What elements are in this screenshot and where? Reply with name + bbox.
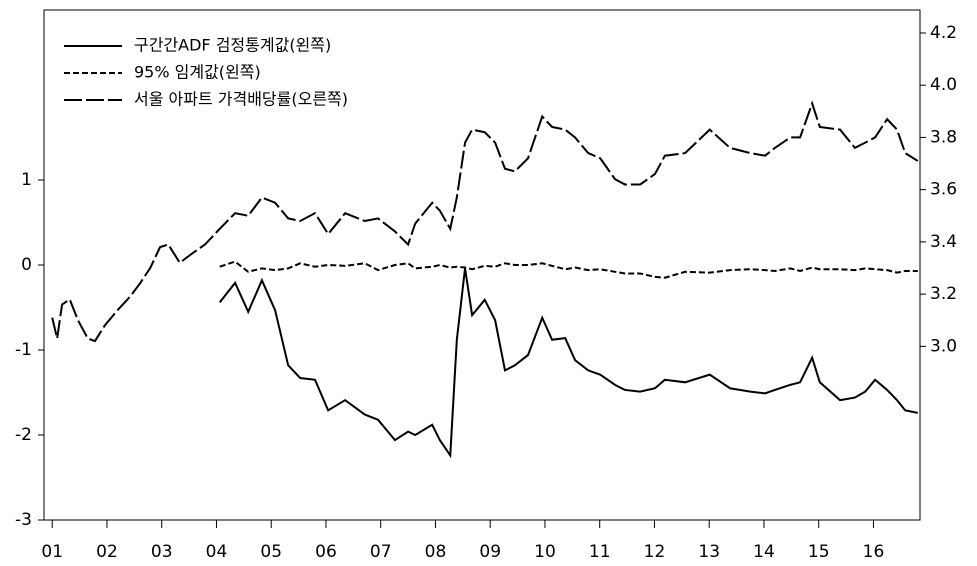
- series-line: [219, 260, 918, 279]
- x-tick-label: 05: [260, 542, 282, 562]
- legend-label: 95% 임계값(왼쪽): [134, 63, 261, 82]
- x-tick-label: 01: [41, 542, 63, 562]
- y2-tick-label: 3.2: [930, 284, 957, 304]
- x-tick-label: 09: [479, 542, 501, 562]
- x-tick-label: 07: [370, 542, 392, 562]
- x-tick-label: 16: [863, 542, 885, 562]
- y2-tick-label: 3.6: [930, 180, 957, 200]
- x-tick-label: 08: [425, 542, 447, 562]
- x-tick-label: 04: [206, 542, 228, 562]
- y2-tick-label: 3.0: [930, 336, 957, 356]
- x-tick-label: 13: [698, 542, 720, 562]
- legend-label: 구간간ADF 검정통계값(왼쪽): [134, 36, 331, 55]
- x-tick-label: 06: [315, 542, 337, 562]
- y-tick-label: -1: [15, 340, 32, 360]
- y2-tick-label: 3.8: [930, 127, 957, 147]
- x-tick-label: 11: [589, 542, 611, 562]
- y-tick-label: 1: [21, 170, 32, 190]
- x-tick-label: 02: [96, 542, 118, 562]
- x-tick-label: 14: [753, 542, 775, 562]
- y2-tick-label: 4.0: [930, 75, 957, 95]
- x-tick-label: 10: [534, 542, 556, 562]
- legend-label: 서울 아파트 가격배당률(오른쪽): [134, 90, 348, 109]
- series-line: [51, 100, 919, 343]
- y-tick-label: -3: [15, 510, 32, 530]
- x-tick-label: 12: [644, 542, 666, 562]
- x-tick-label: 15: [808, 542, 830, 562]
- y-tick-label: -2: [15, 425, 32, 445]
- series-line: [218, 268, 919, 459]
- plot-frame: [43, 9, 921, 521]
- y2-tick-label: 4.2: [930, 23, 957, 43]
- x-tick-label: 03: [151, 542, 173, 562]
- y2-tick-label: 3.4: [930, 232, 957, 252]
- y-tick-label: 0: [21, 255, 32, 275]
